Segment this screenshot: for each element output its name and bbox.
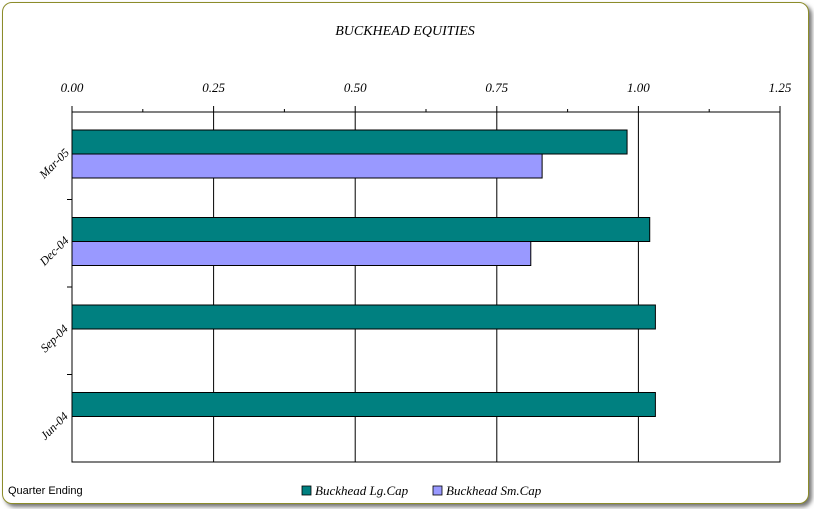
- y-axis-label: Quarter Ending: [8, 485, 83, 497]
- bar-sm-cap-mar-05: [71, 153, 543, 179]
- chart-title: BUCKHEAD EQUITIES: [335, 24, 475, 39]
- x-tick-label: 1.00: [627, 80, 650, 95]
- bar-lg-cap-dec-04: [71, 217, 651, 242]
- legend-swatch-lg-cap: [301, 485, 312, 496]
- y-category-label: Jun-04: [37, 409, 70, 442]
- y-category-label: Sep-04: [37, 322, 70, 355]
- x-tick-label: 0.00: [61, 80, 84, 95]
- legend-label-lg-cap: Buckhead Lg.Cap: [315, 483, 409, 498]
- y-category-label: Dec-04: [36, 233, 72, 269]
- x-tick-label: 0.50: [344, 80, 367, 95]
- x-tick-label: 0.25: [202, 80, 225, 95]
- x-tick-label: 1.25: [769, 80, 792, 95]
- legend: Buckhead Lg.Cap Buckhead Sm.Cap: [301, 483, 542, 498]
- y-axis-categories: Mar-05 Dec-04 Sep-04 Jun-04: [36, 146, 72, 443]
- y-category-label: Mar-05: [36, 146, 72, 182]
- bar-sm-cap-dec-04: [71, 241, 532, 266]
- bars: [71, 129, 656, 417]
- bar-lg-cap-jun-04: [71, 392, 656, 417]
- legend-swatch-sm-cap: [432, 485, 443, 496]
- x-axis-ticks: 0.00 0.25 0.50 0.75 1.00 1.25: [61, 80, 792, 112]
- legend-label-sm-cap: Buckhead Sm.Cap: [446, 483, 542, 498]
- bar-lg-cap-mar-05: [71, 129, 628, 155]
- bar-lg-cap-sep-04: [71, 304, 656, 330]
- x-tick-label: 0.75: [485, 80, 508, 95]
